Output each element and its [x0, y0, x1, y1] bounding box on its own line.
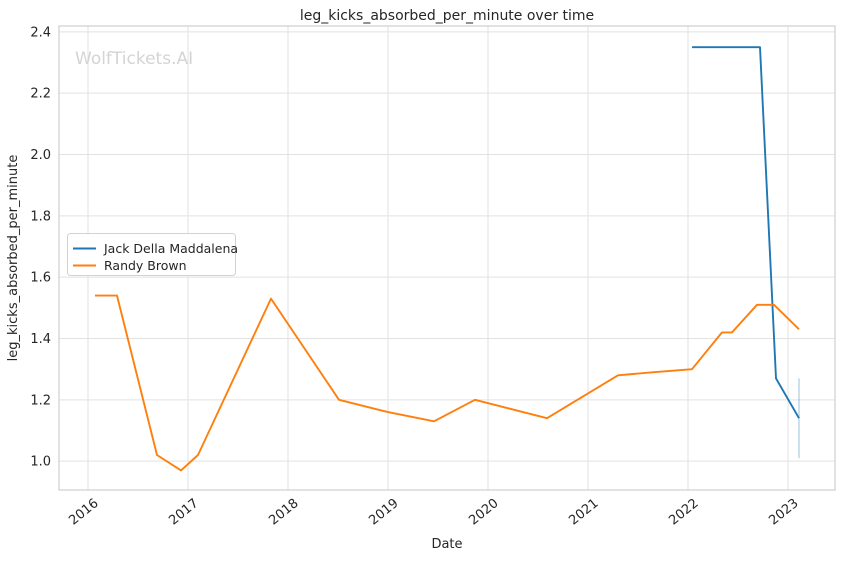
y-tick-label: 1.0	[30, 455, 51, 470]
x-tick-label: 2020	[466, 496, 501, 528]
chart-title: leg_kicks_absorbed_per_minute over time	[300, 8, 594, 24]
legend-label-jack-della-maddalena: Jack Della Maddalena	[103, 241, 238, 256]
y-tick-label: 2.0	[30, 148, 51, 163]
y-tick-label: 1.4	[30, 332, 51, 347]
x-tick-label: 2022	[666, 496, 701, 528]
legend-box	[67, 233, 236, 276]
legend-label-randy-brown: Randy Brown	[104, 258, 187, 273]
watermark: WolfTickets.AI	[75, 49, 193, 69]
y-axis-label: leg_kicks_absorbed_per_minute	[6, 155, 21, 362]
x-tick-label: 2017	[166, 496, 201, 528]
grid-layer	[59, 26, 835, 490]
x-tick-label: 2019	[366, 496, 401, 528]
y-tick-label: 1.8	[30, 209, 51, 224]
series-line-jack-della-maddalena	[692, 46, 800, 419]
x-tick-label: 2021	[566, 496, 601, 528]
y-tick-label: 2.2	[30, 87, 51, 102]
y-tick-label: 1.6	[30, 271, 51, 286]
series-layer	[95, 46, 800, 472]
y-tick-label: 1.2	[30, 393, 51, 408]
x-axis-label: Date	[431, 537, 462, 552]
plot-border	[58, 25, 836, 491]
x-tick-label: 2018	[266, 496, 301, 528]
x-tick-label: 2023	[766, 496, 801, 528]
series-line-randy-brown	[95, 294, 800, 472]
x-tick-label: 2016	[66, 496, 101, 528]
legend: Jack Della Maddalena Randy Brown	[67, 233, 238, 276]
y-tick-label: 2.4	[30, 25, 51, 40]
